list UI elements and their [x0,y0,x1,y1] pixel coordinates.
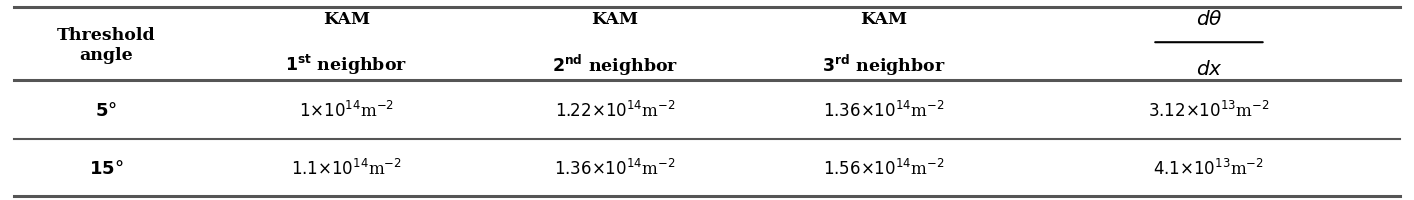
Text: $1.36{\times}10^{14}$m$^{-2}$: $1.36{\times}10^{14}$m$^{-2}$ [554,158,676,178]
Text: $\mathbf{2}^{\mathbf{nd}}$ neighbor: $\mathbf{2}^{\mathbf{nd}}$ neighbor [551,52,679,78]
Text: $1.56{\times}10^{14}$m$^{-2}$: $1.56{\times}10^{14}$m$^{-2}$ [823,158,945,178]
Text: $\mathbf{15°}$: $\mathbf{15°}$ [89,159,123,177]
Text: $\mathbf{5°}$: $\mathbf{5°}$ [95,101,117,119]
Text: $1.36{\times}10^{14}$m$^{-2}$: $1.36{\times}10^{14}$m$^{-2}$ [823,100,945,120]
Text: $4.1{\times}10^{13}$m$^{-2}$: $4.1{\times}10^{13}$m$^{-2}$ [1154,158,1264,178]
Text: $1{\times}10^{14}$m$^{-2}$: $1{\times}10^{14}$m$^{-2}$ [298,100,395,120]
Text: $\mathit{d\theta}$: $\mathit{d\theta}$ [1196,9,1222,29]
Text: $3.12{\times}10^{13}$m$^{-2}$: $3.12{\times}10^{13}$m$^{-2}$ [1148,100,1270,120]
Text: $\mathbf{1}^{\mathbf{st}}$ neighbor: $\mathbf{1}^{\mathbf{st}}$ neighbor [286,53,407,77]
Text: Threshold
angle: Threshold angle [57,27,156,63]
Text: KAM: KAM [322,11,370,27]
Text: $1.1{\times}10^{14}$m$^{-2}$: $1.1{\times}10^{14}$m$^{-2}$ [291,158,402,178]
Text: $1.22{\times}10^{14}$m$^{-2}$: $1.22{\times}10^{14}$m$^{-2}$ [554,100,676,120]
Text: $\mathbf{3}^{\mathbf{rd}}$ neighbor: $\mathbf{3}^{\mathbf{rd}}$ neighbor [822,52,946,78]
Text: KAM: KAM [860,11,908,27]
Text: $\mathit{dx}$: $\mathit{dx}$ [1196,59,1222,79]
Text: KAM: KAM [591,11,639,27]
